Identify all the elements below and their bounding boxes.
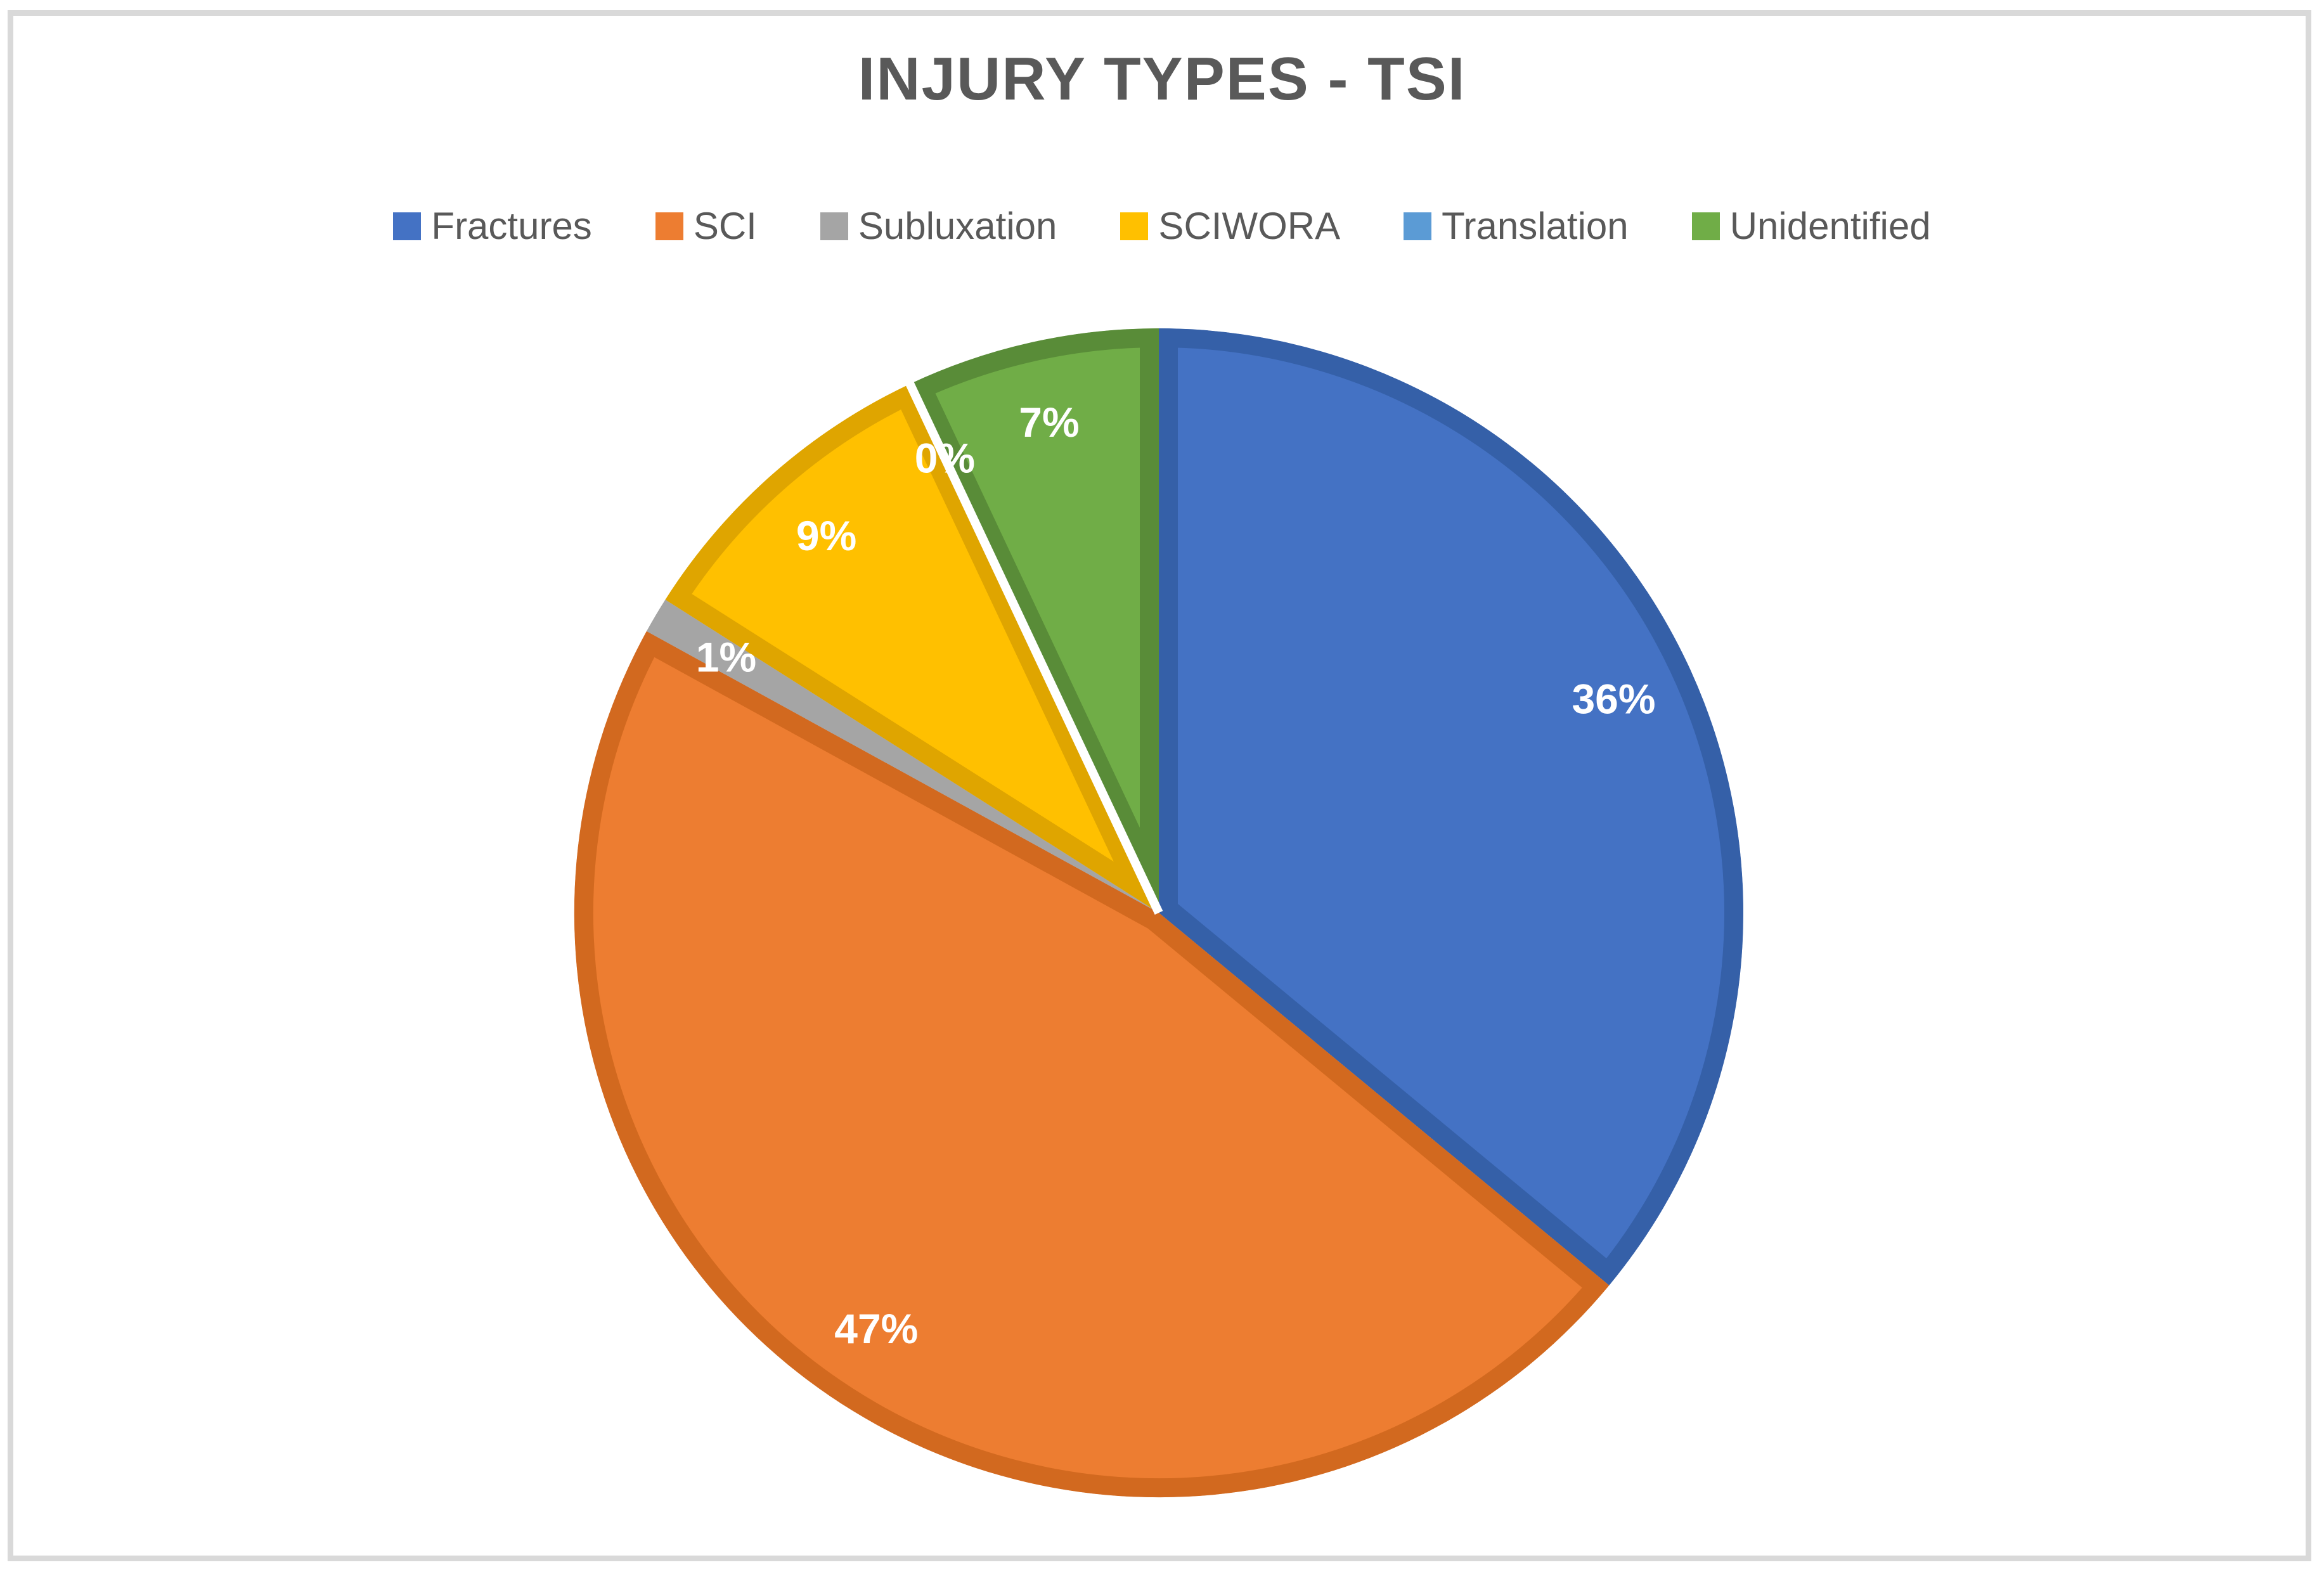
- legend-marker-sci-icon: [655, 212, 683, 240]
- legend-marker-translation-icon: [1404, 212, 1432, 240]
- legend-label: Subluxation: [858, 205, 1057, 247]
- pie-data-label: 47%: [834, 1305, 918, 1352]
- pie-data-label: 36%: [1572, 675, 1655, 722]
- legend-item-unidentified: Unidentified: [1691, 204, 1931, 248]
- legend-marker-sciwora-icon: [1120, 212, 1149, 240]
- legend-marker-fractures-icon: [393, 212, 422, 240]
- legend-item-sci: SCI: [655, 204, 757, 248]
- legend-item-subluxation: Subluxation: [820, 204, 1057, 248]
- pie-slice-sciwora: [665, 383, 1159, 913]
- legend-item-sciwora: SCIWORA: [1120, 204, 1340, 248]
- legend-marker-subluxation-icon: [820, 212, 848, 240]
- pie-data-label: 9%: [796, 512, 856, 559]
- legend-item-fractures: Fractures: [393, 204, 592, 248]
- legend-label: SCIWORA: [1158, 205, 1341, 247]
- pie-slice-subluxation: [647, 600, 1159, 913]
- legend-label: SCI: [693, 205, 757, 247]
- pie-data-label: 1%: [696, 633, 756, 680]
- pie-slice-unidentified: [910, 328, 1159, 913]
- pie-slice-fractures: [1159, 328, 1743, 1286]
- chart-title: INJURY TYPES - TSI: [858, 45, 1466, 113]
- zero-slice-separator: [903, 377, 1163, 915]
- pie-data-label: 7%: [1019, 399, 1079, 446]
- legend-label: Fractures: [431, 205, 592, 247]
- legend-marker-unidentified-icon: [1691, 212, 1720, 240]
- legend-label: Unidentified: [1729, 205, 1931, 247]
- legend-item-translation: Translation: [1404, 204, 1629, 248]
- chart-legend: Fractures SCI Subluxation SCIWORA Translatio…: [0, 204, 2324, 248]
- legend-label: Translation: [1442, 205, 1629, 247]
- pie-data-label: 0%: [915, 435, 975, 482]
